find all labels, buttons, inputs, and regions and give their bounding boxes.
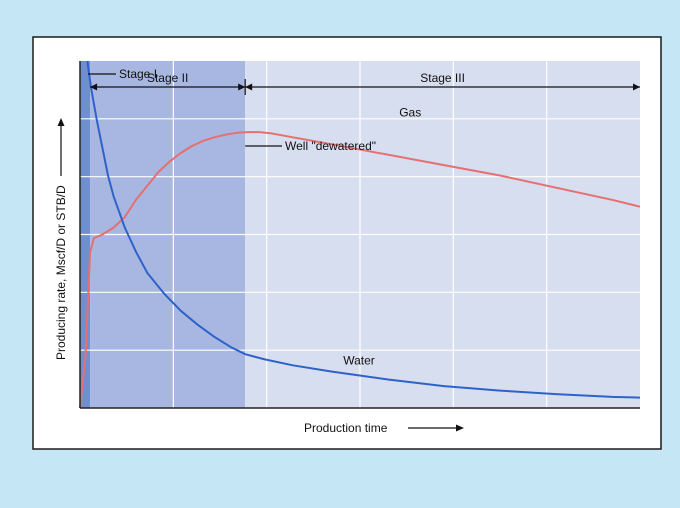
y-axis-label: Producing rate, Mscf/D or STB/D [54,185,68,360]
y-axis-direction-arrow [57,118,65,126]
x-axis-label: Production time [304,421,388,435]
series-label-water: Water [343,354,375,368]
dewatered-label: Well "dewatered" [285,139,376,153]
grid [80,61,640,408]
stage-2-arrow-right [238,83,246,91]
stage-1-label: Stage I [119,67,157,81]
stage-3-arrow-left [245,83,253,91]
x-axis-direction-arrow [456,424,464,432]
water-series-line [86,60,641,399]
axes [79,61,640,409]
series-label-gas: Gas [399,106,421,120]
stage-3-arrow-right [633,83,640,91]
stage-2-arrow-left [90,83,98,91]
stage-2-label: Stage II [147,71,188,85]
annotations: Well "dewatered" [245,139,376,153]
series-lines [79,60,641,409]
stage-3-label: Stage III [420,71,465,85]
gas-series-line [79,131,641,409]
